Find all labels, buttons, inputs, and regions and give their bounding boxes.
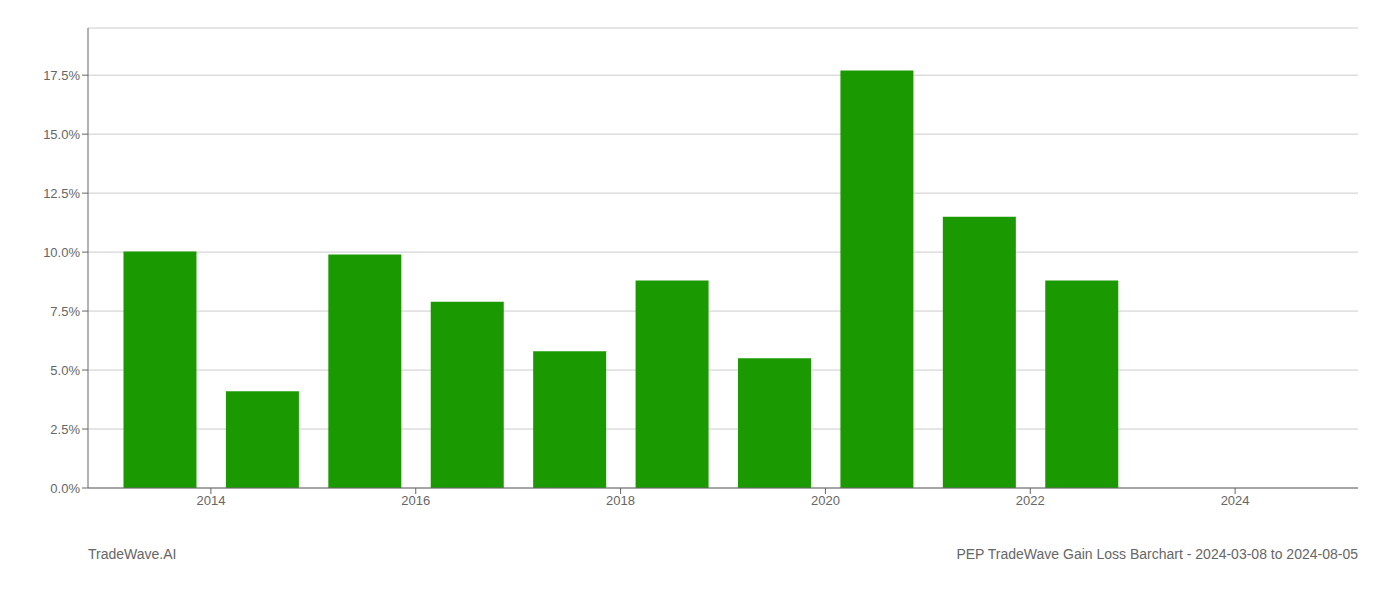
svg-text:2024: 2024 [1221,493,1250,508]
svg-text:2020: 2020 [811,493,840,508]
svg-text:2022: 2022 [1016,493,1045,508]
html-text:TradeWave.AI: TradeWave.AI [88,546,177,562]
svg-text:2.5%: 2.5% [50,422,80,437]
svg-text:2016: 2016 [401,493,430,508]
html-text:PEP TradeWave Gain Loss Barcha: PEP TradeWave Gain Loss Barchart - 2024-… [956,546,1358,562]
svg-text:12.5%: 12.5% [43,186,80,201]
svg-text:7.5%: 7.5% [50,304,80,319]
svg-text:0.0%: 0.0% [50,481,80,496]
svg-text:15.0%: 15.0% [43,127,80,142]
svg-text:2018: 2018 [606,493,635,508]
svg-text:17.5%: 17.5% [43,68,80,83]
svg-text:2014: 2014 [196,493,225,508]
svg-text:10.0%: 10.0% [43,245,80,260]
svg-text:5.0%: 5.0% [50,363,80,378]
